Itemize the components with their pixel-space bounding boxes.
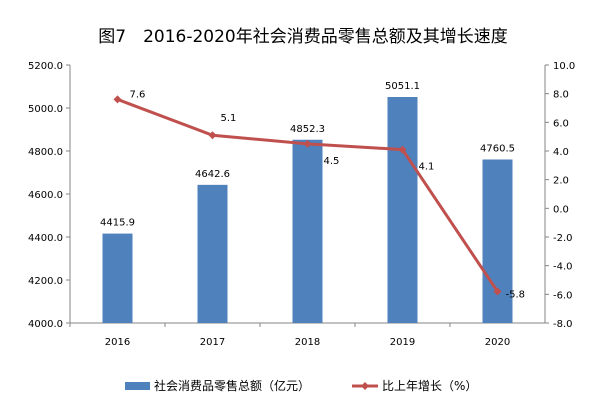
- right-tick-label: 2.0: [553, 176, 569, 187]
- bar-2016: [102, 233, 133, 323]
- legend-bar-swatch: [125, 382, 150, 390]
- x-tick-label: 2016: [105, 337, 130, 348]
- right-tick-label: 0.0: [553, 204, 569, 215]
- line-point-2020: [493, 287, 502, 296]
- line-point-2017: [208, 131, 217, 140]
- x-tick-label: 2019: [390, 337, 415, 348]
- x-tick-label: 2020: [485, 337, 510, 348]
- line-point-2018: [303, 139, 312, 148]
- bar-data-label: 5051.1: [385, 81, 420, 92]
- line-point-2019: [398, 145, 407, 154]
- line-data-label: 4.5: [324, 156, 340, 167]
- bar-2020: [482, 159, 513, 323]
- right-tick-label: -6.0: [553, 290, 573, 301]
- chart-title: 图7 2016-2020年社会消费品零售总额及其增长速度: [98, 27, 507, 47]
- line-data-label: 4.1: [419, 162, 435, 173]
- right-tick-label: 6.0: [553, 118, 569, 129]
- left-tick-label: 4800.0: [28, 147, 63, 158]
- right-tick-label: 4.0: [553, 147, 569, 158]
- left-tick-label: 4600.0: [28, 190, 63, 201]
- right-tick-label: -4.0: [553, 262, 573, 273]
- line-data-label: 7.6: [130, 89, 146, 100]
- line-data-label: -5.8: [506, 289, 526, 300]
- line-data-label: 5.1: [221, 113, 237, 124]
- left-tick-label: 4000.0: [28, 319, 63, 330]
- left-tick-label: 4400.0: [28, 233, 63, 244]
- legend-line-marker: [361, 382, 369, 390]
- bar-data-label: 4852.3: [290, 124, 325, 135]
- legend-bar-label: 社会消费品零售总额（亿元）: [154, 378, 310, 393]
- bar-2017: [197, 184, 228, 323]
- bar-2019: [387, 97, 418, 324]
- left-tick-label: 5200.0: [28, 61, 63, 72]
- bar-data-label: 4760.5: [480, 143, 515, 154]
- x-tick-label: 2017: [200, 337, 225, 348]
- bar-2018: [292, 139, 323, 323]
- right-tick-label: 8.0: [553, 90, 569, 101]
- left-tick-label: 4200.0: [28, 276, 63, 287]
- right-tick-label: 10.0: [553, 61, 575, 72]
- legend-line-label: 比上年增长（%）: [382, 379, 477, 393]
- line-point-2016: [113, 95, 122, 104]
- right-tick-label: -8.0: [553, 319, 573, 330]
- bar-data-label: 4642.6: [195, 169, 230, 180]
- bar-data-label: 4415.9: [100, 218, 135, 229]
- left-tick-label: 5000.0: [28, 104, 63, 115]
- x-tick-label: 2018: [295, 337, 320, 348]
- right-tick-label: -2.0: [553, 233, 573, 244]
